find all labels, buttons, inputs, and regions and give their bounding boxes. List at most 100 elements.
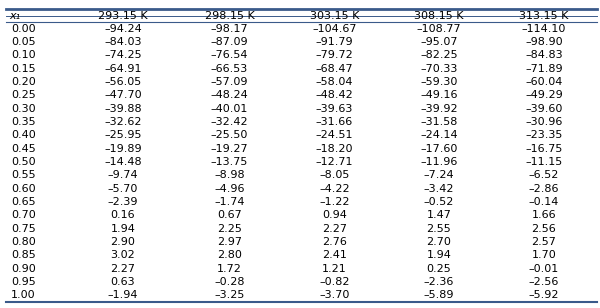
Text: 0.25: 0.25 [427, 264, 451, 274]
Text: –79.72: –79.72 [316, 50, 353, 60]
Text: 0.50: 0.50 [11, 157, 35, 167]
Text: 0.30: 0.30 [11, 103, 35, 114]
Text: –5.92: –5.92 [529, 290, 559, 300]
Text: 0.95: 0.95 [11, 277, 35, 287]
Text: 2.55: 2.55 [427, 224, 451, 233]
Text: –19.89: –19.89 [104, 144, 142, 154]
Text: 1.94: 1.94 [110, 224, 136, 233]
Text: 1.21: 1.21 [322, 264, 347, 274]
Text: 0.65: 0.65 [11, 197, 35, 207]
Text: –59.30: –59.30 [420, 77, 458, 87]
Text: x₁: x₁ [9, 10, 20, 21]
Text: –31.58: –31.58 [420, 117, 458, 127]
Text: –16.75: –16.75 [525, 144, 563, 154]
Text: –57.09: –57.09 [211, 77, 248, 87]
Text: –108.77: –108.77 [416, 24, 461, 34]
Text: –49.29: –49.29 [525, 90, 563, 100]
Text: –4.22: –4.22 [319, 184, 350, 193]
Text: –0.01: –0.01 [529, 264, 559, 274]
Text: –71.89: –71.89 [525, 64, 563, 74]
Text: –0.28: –0.28 [214, 277, 245, 287]
Text: –1.74: –1.74 [214, 197, 245, 207]
Text: –12.71: –12.71 [316, 157, 353, 167]
Text: 0.15: 0.15 [11, 64, 35, 74]
Text: –114.10: –114.10 [522, 24, 566, 34]
Text: 0.45: 0.45 [11, 144, 35, 154]
Text: –94.24: –94.24 [104, 24, 142, 34]
Text: –49.16: –49.16 [420, 90, 458, 100]
Text: –9.74: –9.74 [107, 170, 139, 180]
Text: 0.85: 0.85 [11, 250, 35, 260]
Text: 0.00: 0.00 [11, 24, 35, 34]
Text: 2.97: 2.97 [217, 237, 242, 247]
Text: –2.86: –2.86 [529, 184, 559, 193]
Text: –32.42: –32.42 [211, 117, 248, 127]
Text: –25.50: –25.50 [211, 130, 248, 140]
Text: –11.15: –11.15 [525, 157, 563, 167]
Text: 2.27: 2.27 [322, 224, 347, 233]
Text: –0.82: –0.82 [319, 277, 350, 287]
Text: 1.00: 1.00 [11, 290, 35, 300]
Text: 0.25: 0.25 [11, 90, 35, 100]
Text: 0.94: 0.94 [322, 210, 347, 220]
Text: 2.57: 2.57 [532, 237, 556, 247]
Text: –60.04: –60.04 [525, 77, 563, 87]
Text: 0.40: 0.40 [11, 130, 35, 140]
Text: –25.95: –25.95 [104, 130, 142, 140]
Text: 293.15 K: 293.15 K [98, 10, 148, 21]
Text: 0.10: 0.10 [11, 50, 35, 60]
Text: 0.70: 0.70 [11, 210, 35, 220]
Text: –3.42: –3.42 [424, 184, 454, 193]
Text: –7.24: –7.24 [424, 170, 454, 180]
Text: –30.96: –30.96 [525, 117, 563, 127]
Text: 3.02: 3.02 [110, 250, 136, 260]
Text: –84.83: –84.83 [525, 50, 563, 60]
Text: –13.75: –13.75 [211, 157, 248, 167]
Text: 0.75: 0.75 [11, 224, 35, 233]
Text: 0.20: 0.20 [11, 77, 35, 87]
Text: –56.05: –56.05 [104, 77, 142, 87]
Text: –31.66: –31.66 [316, 117, 353, 127]
Text: 0.90: 0.90 [11, 264, 35, 274]
Text: –0.14: –0.14 [529, 197, 559, 207]
Text: –1.94: –1.94 [108, 290, 138, 300]
Text: 298.15 K: 298.15 K [205, 10, 254, 21]
Text: –66.53: –66.53 [211, 64, 248, 74]
Text: –68.47: –68.47 [316, 64, 353, 74]
Text: –8.98: –8.98 [214, 170, 245, 180]
Text: 308.15 K: 308.15 K [414, 10, 464, 21]
Text: –104.67: –104.67 [312, 24, 357, 34]
Text: –70.33: –70.33 [420, 64, 458, 74]
Text: 2.70: 2.70 [427, 237, 451, 247]
Text: 0.35: 0.35 [11, 117, 35, 127]
Text: –64.91: –64.91 [104, 64, 142, 74]
Text: –39.92: –39.92 [420, 103, 458, 114]
Text: 2.90: 2.90 [110, 237, 136, 247]
Text: 1.47: 1.47 [427, 210, 451, 220]
Text: 2.25: 2.25 [217, 224, 242, 233]
Text: –5.70: –5.70 [108, 184, 138, 193]
Text: 303.15 K: 303.15 K [310, 10, 359, 21]
Text: –58.04: –58.04 [316, 77, 353, 87]
Text: –18.20: –18.20 [316, 144, 353, 154]
Text: 0.60: 0.60 [11, 184, 35, 193]
Text: –39.60: –39.60 [525, 103, 563, 114]
Text: –98.90: –98.90 [525, 37, 563, 47]
Text: –5.89: –5.89 [424, 290, 454, 300]
Text: –14.48: –14.48 [104, 157, 142, 167]
Text: –3.70: –3.70 [319, 290, 350, 300]
Text: 1.70: 1.70 [532, 250, 556, 260]
Text: 2.27: 2.27 [110, 264, 136, 274]
Text: –4.96: –4.96 [214, 184, 245, 193]
Text: –91.79: –91.79 [316, 37, 353, 47]
Text: –95.07: –95.07 [420, 37, 458, 47]
Text: 0.05: 0.05 [11, 37, 35, 47]
Text: 0.16: 0.16 [110, 210, 136, 220]
Text: –47.70: –47.70 [104, 90, 142, 100]
Text: –3.25: –3.25 [214, 290, 245, 300]
Text: 0.55: 0.55 [11, 170, 35, 180]
Text: –11.96: –11.96 [420, 157, 458, 167]
Text: –87.09: –87.09 [211, 37, 248, 47]
Text: –98.17: –98.17 [211, 24, 248, 34]
Text: 313.15 K: 313.15 K [519, 10, 569, 21]
